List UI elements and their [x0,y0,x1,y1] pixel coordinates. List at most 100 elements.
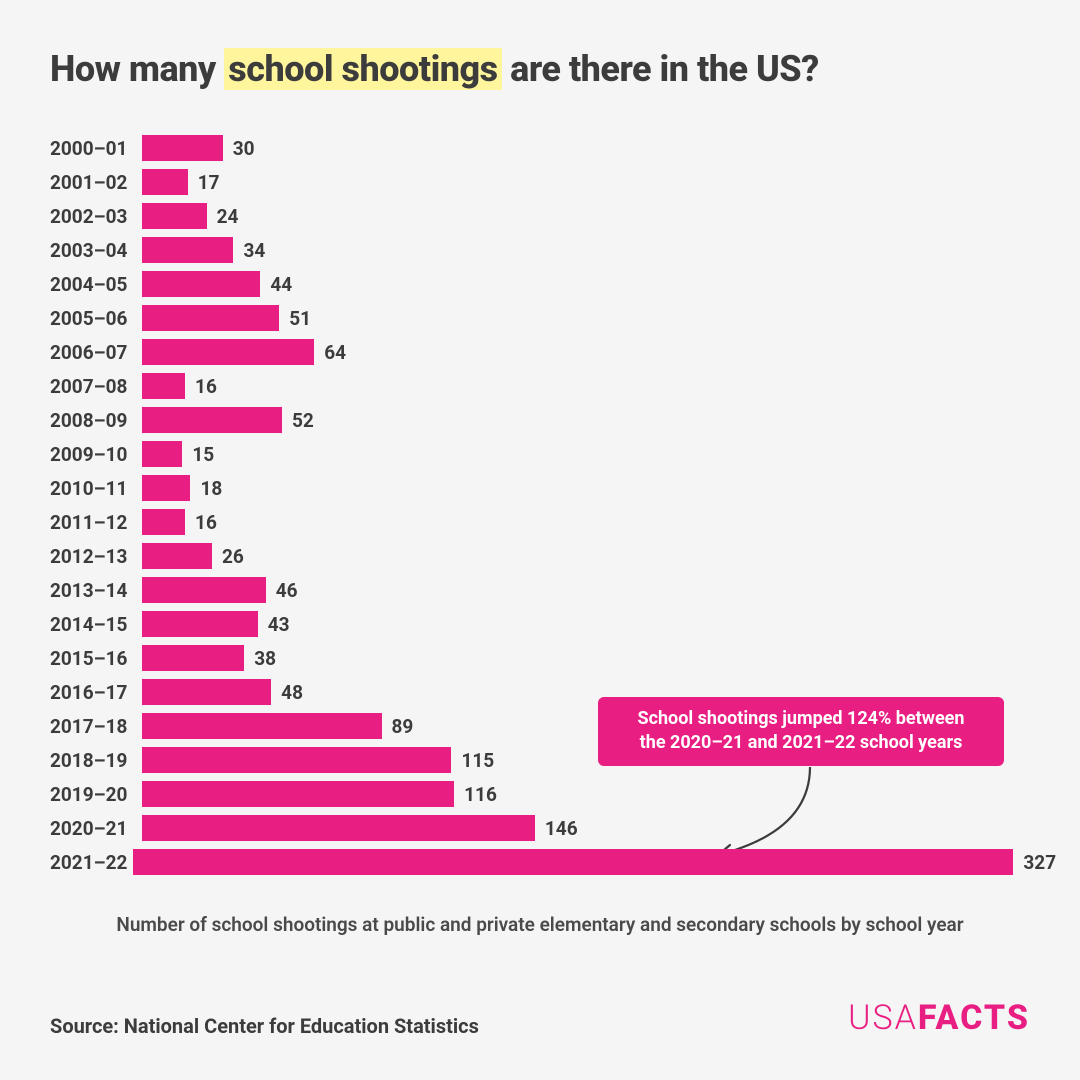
bar-track: 18 [142,475,1030,501]
title-highlight: school shootings [224,48,501,90]
bar-track: 34 [142,237,1030,263]
bar-value: 89 [392,715,414,738]
bar [142,543,212,569]
bar [142,475,190,501]
bar [142,441,182,467]
bar-row: 2010–11 18 [50,471,1030,505]
bar-value: 38 [254,647,276,670]
bar [142,815,535,841]
bar-value: 17 [198,171,220,194]
logo-part2: FACTS [918,998,1030,1038]
bar-track: 38 [142,645,1030,671]
bar-track: 327 [133,849,1056,875]
bar-row: 2008–0952 [50,403,1030,437]
bar-row: 2005–0651 [50,301,1030,335]
bar-value: 64 [324,341,346,364]
bar-track: 16 [142,509,1030,535]
bar-track: 43 [142,611,1030,637]
bar-value: 115 [461,749,494,772]
bar [142,611,258,637]
bar-row: 2017–18 89 [50,709,1030,743]
bar-track: 146 [142,815,1030,841]
bar [142,373,185,399]
bar [142,407,282,433]
bar-row: 2007–0816 [50,369,1030,403]
year-label: 2010–11 [50,477,142,500]
bar-value: 327 [1023,851,1056,874]
year-label: 2015–16 [50,647,142,670]
year-label: 2002–03 [50,205,142,228]
bar-row: 2019–20116 [50,777,1030,811]
bar-track: 51 [142,305,1030,331]
usafacts-logo: USAFACTS [848,998,1030,1038]
bar [142,577,266,603]
bar-row: 2011–1216 [50,505,1030,539]
bar-row: 2006–07 64 [50,335,1030,369]
chart-title: How many school shootings are there in t… [50,48,1030,91]
bar [142,271,260,297]
bar-row: 2013–1446 [50,573,1030,607]
bar-track: 16 [142,373,1030,399]
bar [142,713,382,739]
bar-value: 24 [217,205,239,228]
year-label: 2018–19 [50,749,142,772]
year-label: 2000–01 [50,137,142,160]
bar-track: 46 [142,577,1030,603]
bar [142,305,279,331]
bar-track: 116 [142,781,1030,807]
bar-value: 34 [243,239,265,262]
bar-row: 2021–22327 [50,845,1030,879]
bar-value: 48 [281,681,303,704]
bar-track: 17 [142,169,1030,195]
bar-row: 2009–1015 [50,437,1030,471]
bar-track: 89 [142,713,1030,739]
bar-track: 52 [142,407,1030,433]
bar-value: 116 [464,783,497,806]
bar [142,169,188,195]
bar [142,679,271,705]
title-post: are there in the US? [502,48,819,90]
bar-value: 16 [195,511,217,534]
bar-value: 18 [200,477,222,500]
year-label: 2003–04 [50,239,142,262]
bar [142,645,244,671]
bar-track: 44 [142,271,1030,297]
year-label: 2006–07 [50,341,142,364]
logo-part1: USA [848,998,918,1038]
bar-track: 26 [142,543,1030,569]
year-label: 2007–08 [50,375,142,398]
bar-row: 2012–13 26 [50,539,1030,573]
bar-row: 2014–15 43 [50,607,1030,641]
bar [142,135,223,161]
bar [133,849,1013,875]
year-label: 2014–15 [50,613,142,636]
year-label: 2021–22 [50,851,133,874]
year-label: 2012–13 [50,545,142,568]
bar [142,237,233,263]
year-label: 2017–18 [50,715,142,738]
year-label: 2004–05 [50,273,142,296]
bar-value: 44 [270,273,292,296]
bar-track: 15 [142,441,1030,467]
bar-row: 2001–02 17 [50,165,1030,199]
bar [142,339,314,365]
page: How many school shootings are there in t… [0,0,1080,1080]
bar-row: 2000–0130 [50,131,1030,165]
year-label: 2001–02 [50,171,142,194]
year-label: 2013–14 [50,579,142,602]
bar-track: 64 [142,339,1030,365]
bar-row: 2002–03 24 [50,199,1030,233]
bar-value: 52 [292,409,314,432]
bar-row: 2020–21146 [50,811,1030,845]
bar-value: 26 [222,545,244,568]
bar-value: 43 [268,613,290,636]
bar-track: 30 [142,135,1030,161]
bar-row: 2003–04 34 [50,233,1030,267]
bar [142,747,451,773]
bar-row: 2016–1748 [50,675,1030,709]
source-text: Source: National Center for Education St… [50,1014,479,1038]
bar-row: 2015–16 38 [50,641,1030,675]
bar-track: 24 [142,203,1030,229]
bar-row: 2004–05 44 [50,267,1030,301]
bar [142,509,185,535]
